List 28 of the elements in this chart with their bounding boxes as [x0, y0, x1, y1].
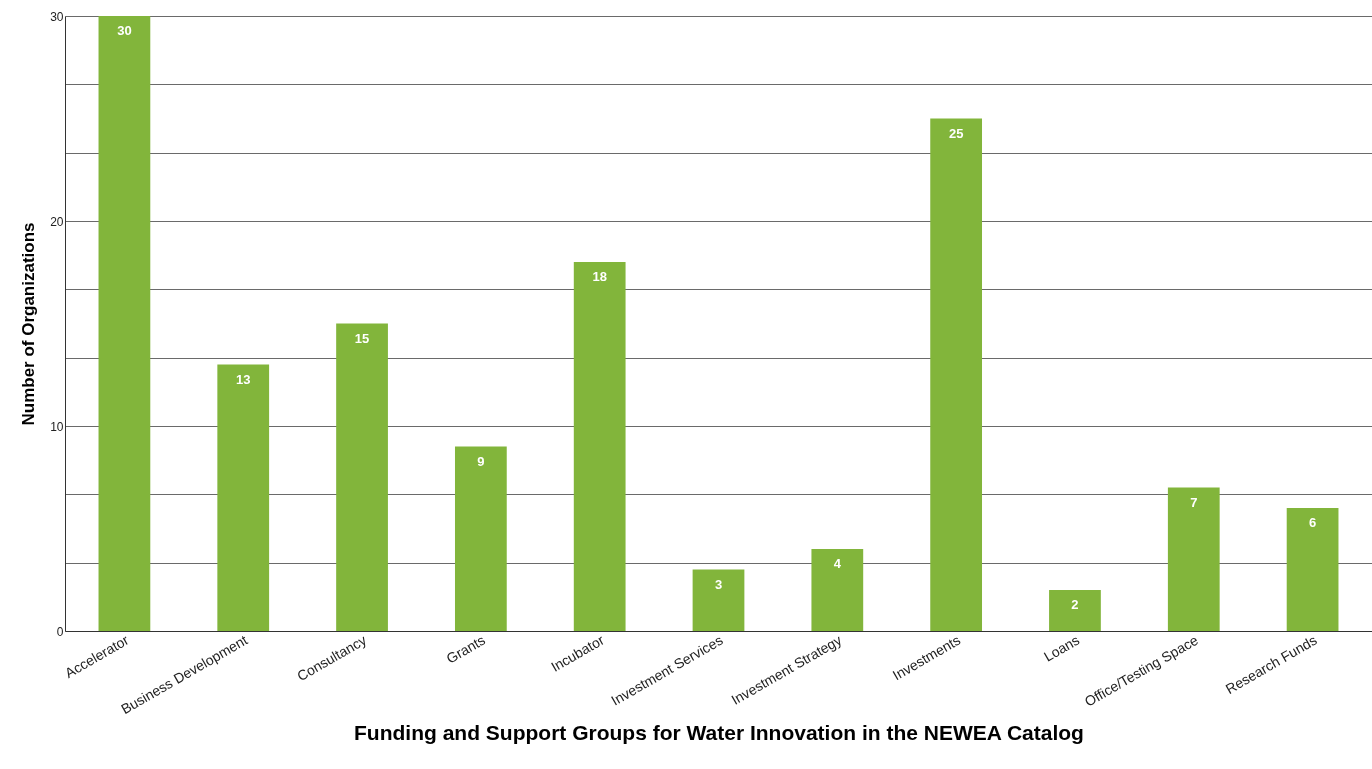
data-label: 18: [592, 269, 607, 284]
bar: [98, 16, 151, 631]
data-label: 6: [1308, 515, 1317, 530]
y-tick-label: 20: [50, 214, 64, 229]
bar: [454, 446, 507, 631]
y-tick-label: 0: [56, 624, 64, 639]
bar: [217, 364, 270, 631]
bar: [1286, 508, 1339, 631]
y-axis-title: Number of Organizations: [19, 222, 39, 426]
bar: [573, 262, 626, 631]
bar: [1049, 590, 1101, 631]
bar: [1167, 487, 1220, 631]
data-label: 15: [354, 330, 370, 346]
data-label: 3: [714, 576, 723, 592]
data-label: 2: [1071, 597, 1079, 612]
bar: [930, 118, 983, 631]
y-tick-label: 10: [50, 419, 64, 434]
y-tick-label: 30: [50, 9, 64, 24]
x-axis-title: Funding and Support Groups for Water Innovation in the NEWEA Catalog: [354, 721, 1084, 745]
data-label: 30: [117, 23, 132, 38]
data-label: 25: [948, 125, 964, 141]
bar: [811, 549, 864, 631]
bar: [336, 323, 388, 631]
data-label: 4: [833, 556, 842, 571]
data-label: 7: [1190, 494, 1198, 510]
data-label: 13: [235, 371, 251, 387]
data-label: 9: [477, 453, 485, 469]
bar: [692, 569, 745, 631]
